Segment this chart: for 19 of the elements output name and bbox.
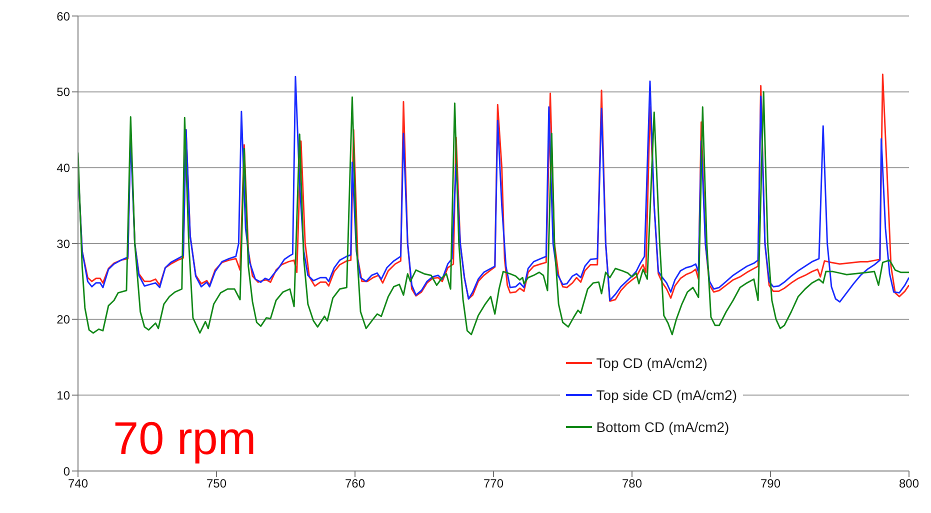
y-tick-label: 30 — [56, 236, 70, 251]
y-tick-label: 20 — [56, 312, 70, 327]
line-series — [78, 91, 909, 336]
y-tick-label: 60 — [56, 9, 70, 24]
legend-label: Top CD (mA/cm2) — [596, 355, 708, 371]
x-tick-label: 800 — [898, 476, 920, 491]
legend-label: Bottom CD (mA/cm2) — [596, 419, 730, 435]
x-tick-label: 740 — [68, 476, 88, 491]
y-tick-label: 10 — [56, 388, 70, 402]
x-tick-label: 770 — [483, 476, 504, 491]
legend-label: Top side CD (mA/cm2) — [596, 387, 737, 403]
annotation: 70 rpm — [113, 412, 256, 464]
y-tick-label: 0 — [63, 464, 70, 478]
x-tick-label: 760 — [344, 476, 366, 491]
x-tick-label: 750 — [206, 476, 227, 491]
y-tick-label: 40 — [56, 160, 70, 175]
x-tick-label: 780 — [622, 476, 642, 491]
y-tick-label: 50 — [56, 85, 70, 100]
x-tick-label: 790 — [760, 476, 781, 491]
